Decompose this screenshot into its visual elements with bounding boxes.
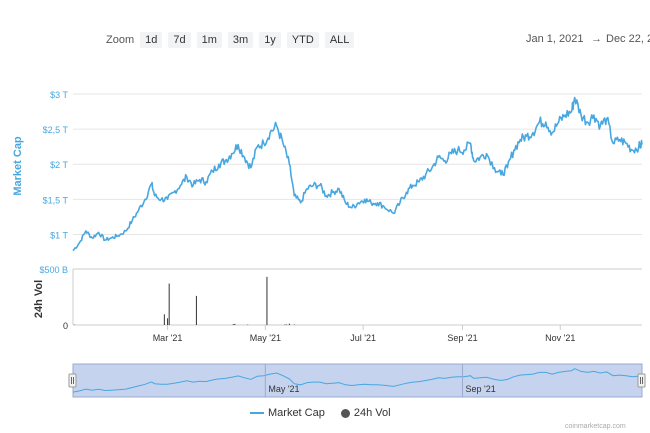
y-tick-label-main: $3 T bbox=[50, 90, 68, 100]
axis-layer: $1 T $1,5 T $2 T $2,5 T $3 T 0 $500 B Mar '21 Ma… bbox=[39, 90, 575, 343]
zoom-1d-button[interactable]: 1d bbox=[140, 32, 163, 48]
range-to-input[interactable]: Dec 22, 2 bbox=[606, 33, 650, 45]
navigator-tick-label: May '21 bbox=[268, 384, 299, 394]
zoom-ytd-button[interactable]: YTD bbox=[286, 32, 319, 48]
series-line-market-cap[interactable] bbox=[72, 96, 643, 252]
y-tick-label-volume: $500 B bbox=[39, 265, 68, 275]
zoom-1y-button[interactable]: 1y bbox=[259, 32, 281, 48]
navigator-mask bbox=[72, 363, 643, 398]
zoom-label: Zoom bbox=[106, 34, 135, 46]
dot-swatch-icon bbox=[340, 408, 350, 418]
x-tick-label: Jul '21 bbox=[350, 333, 376, 343]
range-arrow: → bbox=[591, 33, 602, 45]
y-axis-title-market-cap: Market Cap bbox=[12, 136, 24, 196]
navigator[interactable]: May '21 Sep '21 bbox=[68, 363, 646, 398]
x-tick-label: Sep '21 bbox=[447, 333, 477, 343]
zoom-7d-button[interactable]: 7d bbox=[168, 32, 191, 48]
zoom-3m-button[interactable]: 3m bbox=[227, 32, 254, 48]
plot-layer bbox=[72, 96, 643, 325]
legend-label-market-cap: Market Cap bbox=[268, 407, 325, 419]
y-tick-label-volume: 0 bbox=[63, 321, 68, 331]
navigator-tick-label: Sep '21 bbox=[465, 384, 495, 394]
legend-label-volume: 24h Vol bbox=[353, 407, 391, 419]
navigator-left-handle[interactable] bbox=[68, 373, 77, 388]
x-tick-label: Mar '21 bbox=[153, 333, 183, 343]
zoom-1m-button[interactable]: 1m bbox=[196, 32, 222, 48]
y-tick-label-main: $1 T bbox=[50, 230, 68, 240]
navigator-series-line bbox=[72, 368, 643, 393]
credit-text: coinmarketcap.com bbox=[565, 423, 626, 430]
y-tick-label-main: $2 T bbox=[50, 160, 68, 170]
zoom-toolbar: Zoom 1d 7d 1m 3m 1y YTD ALL bbox=[100, 31, 360, 49]
x-tick-label: May '21 bbox=[250, 333, 281, 343]
navigator-right-handle[interactable] bbox=[637, 373, 646, 388]
legend: Market Cap 24h Vol bbox=[250, 407, 407, 419]
grid-layer bbox=[72, 93, 642, 326]
y-tick-label-main: $1,5 T bbox=[43, 195, 69, 205]
y-tick-label-main: $2,5 T bbox=[43, 125, 69, 135]
x-tick-label: Nov '21 bbox=[545, 333, 575, 343]
y-axis-title-volume: 24h Vol bbox=[33, 280, 45, 318]
range-from-input[interactable]: Jan 1, 2021 bbox=[526, 33, 584, 45]
zoom-all-button[interactable]: ALL bbox=[324, 32, 355, 48]
legend-item-market-cap[interactable]: Market Cap bbox=[250, 407, 325, 419]
line-swatch-icon bbox=[250, 412, 264, 414]
legend-item-volume[interactable]: 24h Vol bbox=[340, 407, 391, 419]
